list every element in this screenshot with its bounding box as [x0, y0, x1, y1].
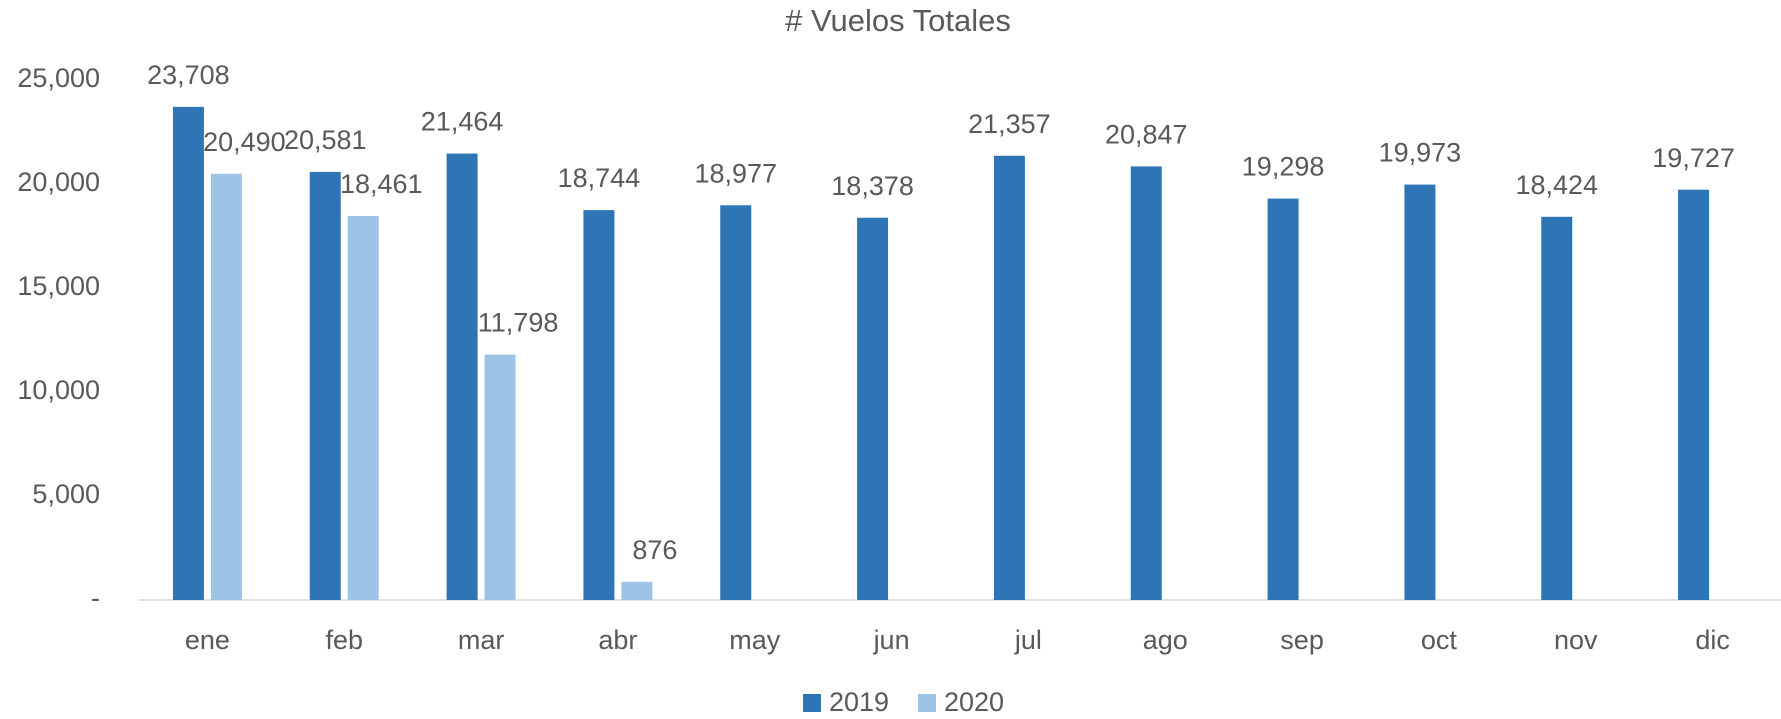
- x-tick-label: abr: [598, 625, 637, 655]
- x-tick-label: mar: [458, 625, 505, 655]
- y-tick-label: 10,000: [17, 375, 100, 405]
- legend-label: 2020: [944, 687, 1004, 717]
- data-label: 19,727: [1652, 143, 1735, 173]
- bar: [309, 171, 341, 600]
- bar: [993, 155, 1025, 600]
- chart-title: # Vuelos Totales: [785, 3, 1011, 38]
- data-label: 876: [632, 535, 677, 565]
- x-tick-label: oct: [1421, 625, 1458, 655]
- data-label: 20,490: [203, 127, 286, 157]
- x-tick-label: ene: [185, 625, 230, 655]
- data-label: 18,744: [558, 163, 641, 193]
- data-label: 18,977: [694, 158, 777, 188]
- data-label: 18,461: [340, 169, 423, 199]
- bar: [1130, 166, 1162, 601]
- x-tick-label: ago: [1143, 625, 1188, 655]
- y-tick-label: 15,000: [17, 271, 100, 301]
- bar: [621, 581, 653, 600]
- legend-swatch: [918, 694, 936, 712]
- bar: [446, 153, 478, 600]
- data-label: 11,798: [478, 308, 559, 338]
- bar: [1678, 189, 1710, 600]
- legend-swatch: [803, 694, 821, 712]
- bar: [1404, 184, 1436, 601]
- bar: [210, 173, 242, 601]
- x-tick-label: jul: [1014, 625, 1042, 655]
- x-tick-label: feb: [325, 625, 363, 655]
- data-label: 20,581: [284, 125, 367, 155]
- bar: [347, 216, 379, 600]
- data-label: 19,973: [1379, 138, 1462, 168]
- bar: [583, 210, 615, 600]
- data-label: 21,464: [421, 107, 504, 137]
- x-tick-label: may: [729, 625, 781, 655]
- data-label: 19,298: [1242, 152, 1325, 182]
- bar: [172, 106, 204, 600]
- data-label: 23,708: [147, 60, 230, 90]
- bar: [484, 354, 516, 600]
- bar: [857, 217, 889, 600]
- y-tick-label: 20,000: [17, 167, 100, 197]
- y-tick-label: 5,000: [32, 479, 100, 509]
- bar: [1541, 216, 1573, 600]
- x-tick-label: dic: [1695, 625, 1730, 655]
- bar: [720, 205, 752, 601]
- x-tick-label: sep: [1280, 625, 1324, 655]
- data-label: 18,424: [1515, 170, 1598, 200]
- x-tick-label: nov: [1554, 625, 1598, 655]
- data-label: 21,357: [968, 109, 1051, 139]
- data-label: 20,847: [1105, 120, 1188, 150]
- legend-label: 2019: [829, 687, 889, 717]
- y-tick-label: 25,000: [17, 63, 100, 93]
- bar: [1267, 198, 1299, 600]
- data-label: 18,378: [831, 171, 914, 201]
- x-tick-label: jun: [873, 625, 910, 655]
- y-tick-label: -: [91, 583, 100, 613]
